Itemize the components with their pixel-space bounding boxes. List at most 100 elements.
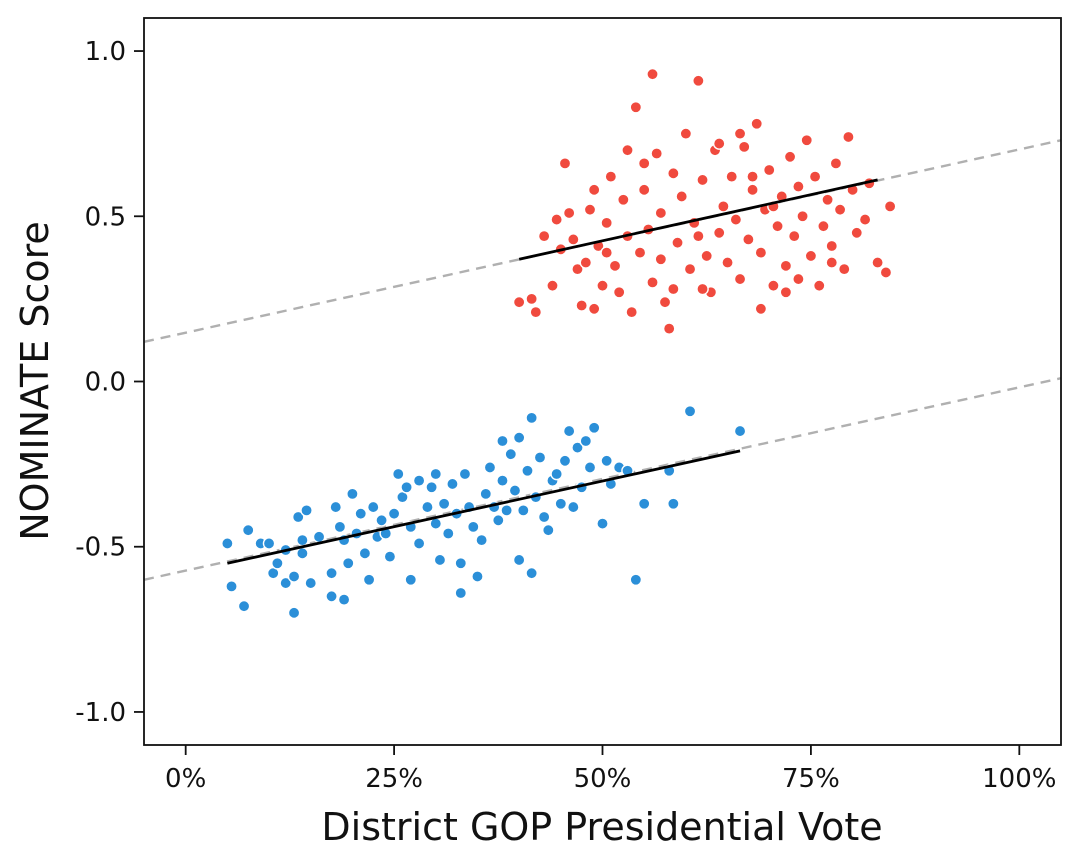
x-tick-label: 50% (574, 764, 632, 794)
point-0-43 (421, 500, 434, 514)
point-0-67 (508, 484, 522, 497)
point-1-11 (575, 299, 588, 312)
point-1-87 (600, 246, 613, 259)
point-0-62 (491, 513, 505, 527)
point-0-68 (512, 431, 526, 444)
point-1-83 (883, 200, 897, 213)
point-1-55 (754, 246, 768, 259)
extended-line-1 (143, 139, 1062, 344)
point-0-34 (383, 550, 397, 563)
point-0-72 (525, 411, 538, 425)
point-0-18 (325, 566, 338, 580)
point-1-7 (558, 157, 572, 170)
point-0-36 (391, 467, 405, 481)
point-1-46 (717, 200, 730, 213)
point-0-76 (537, 510, 551, 524)
point-0-7 (271, 556, 284, 570)
point-1-12 (579, 256, 593, 269)
x-axis-title: District GOP Presidential Vote (321, 805, 882, 849)
point-0-44 (425, 480, 438, 494)
point-0-12 (291, 510, 305, 524)
point-0-84 (571, 441, 584, 454)
point-1-21 (617, 193, 630, 207)
point-1-65 (796, 209, 809, 223)
point-1-42 (700, 249, 714, 263)
data-points (221, 67, 897, 620)
point-0-58 (475, 533, 488, 547)
point-0-89 (596, 517, 609, 530)
point-1-29 (646, 67, 659, 81)
point-0-80 (554, 497, 568, 511)
point-0-87 (583, 461, 597, 474)
point-0-90 (600, 454, 613, 468)
point-0-3 (241, 523, 255, 537)
point-1-0 (512, 295, 526, 309)
point-1-74 (833, 203, 847, 216)
point-0-53 (454, 586, 468, 600)
point-1-5 (550, 213, 563, 226)
point-1-95 (712, 137, 726, 150)
point-0-35 (387, 507, 401, 520)
point-0-65 (500, 504, 513, 517)
point-0-10 (287, 606, 301, 620)
point-1-54 (750, 117, 764, 131)
point-1-38 (683, 262, 697, 276)
x-tick-label: 75% (782, 764, 840, 794)
point-1-48 (725, 170, 739, 183)
y-tick-label: -1.0 (75, 698, 126, 728)
point-1-37 (679, 127, 693, 140)
point-0-70 (517, 504, 530, 517)
point-1-78 (850, 226, 864, 240)
point-0-9 (279, 576, 293, 590)
point-0-5 (262, 537, 276, 550)
point-0-25 (346, 487, 359, 501)
point-0-29 (362, 573, 376, 587)
point-1-33 (662, 322, 676, 335)
point-1-88 (667, 282, 680, 296)
point-0-45 (429, 467, 443, 481)
point-0-16 (304, 576, 318, 590)
point-1-73 (829, 157, 843, 170)
point-0-14 (296, 547, 309, 560)
point-0-13 (296, 533, 309, 547)
point-0-2 (237, 599, 251, 613)
point-1-81 (871, 256, 884, 269)
point-0-1 (225, 580, 238, 593)
point-0-56 (466, 520, 480, 534)
point-0-73 (525, 566, 538, 580)
point-1-52 (742, 233, 755, 246)
point-1-53 (746, 183, 759, 197)
point-1-9 (567, 233, 580, 246)
extended-line-0 (143, 377, 1062, 581)
point-1-2 (529, 305, 543, 319)
point-0-52 (454, 556, 468, 570)
point-0-95 (637, 497, 651, 511)
y-axis-ticks: -1.0 -0.5 0.0 0.5 1.0 (75, 37, 144, 728)
point-0-28 (358, 547, 372, 560)
point-1-84 (637, 157, 651, 170)
point-1-26 (637, 183, 651, 197)
point-1-35 (671, 236, 684, 250)
x-axis-ticks: 0% 25% 50% 75% 100% (165, 745, 1056, 794)
point-1-94 (746, 170, 759, 183)
point-1-13 (583, 203, 597, 216)
point-1-61 (779, 259, 793, 273)
x-tick-label: 25% (365, 764, 423, 794)
point-1-92 (587, 302, 601, 316)
point-1-79 (858, 213, 872, 226)
point-0-54 (458, 467, 472, 481)
point-1-62 (783, 150, 797, 164)
point-0-11 (287, 570, 301, 583)
point-0-79 (550, 467, 563, 481)
point-1-72 (825, 239, 839, 253)
point-1-85 (696, 282, 709, 296)
point-0-21 (333, 520, 347, 534)
point-0-82 (562, 424, 576, 438)
x-tick-label: 0% (165, 764, 206, 794)
point-0-50 (446, 477, 459, 491)
fit-line-0 (227, 449, 741, 565)
point-1-18 (604, 170, 618, 183)
point-1-76 (842, 130, 855, 144)
point-1-31 (654, 206, 668, 220)
